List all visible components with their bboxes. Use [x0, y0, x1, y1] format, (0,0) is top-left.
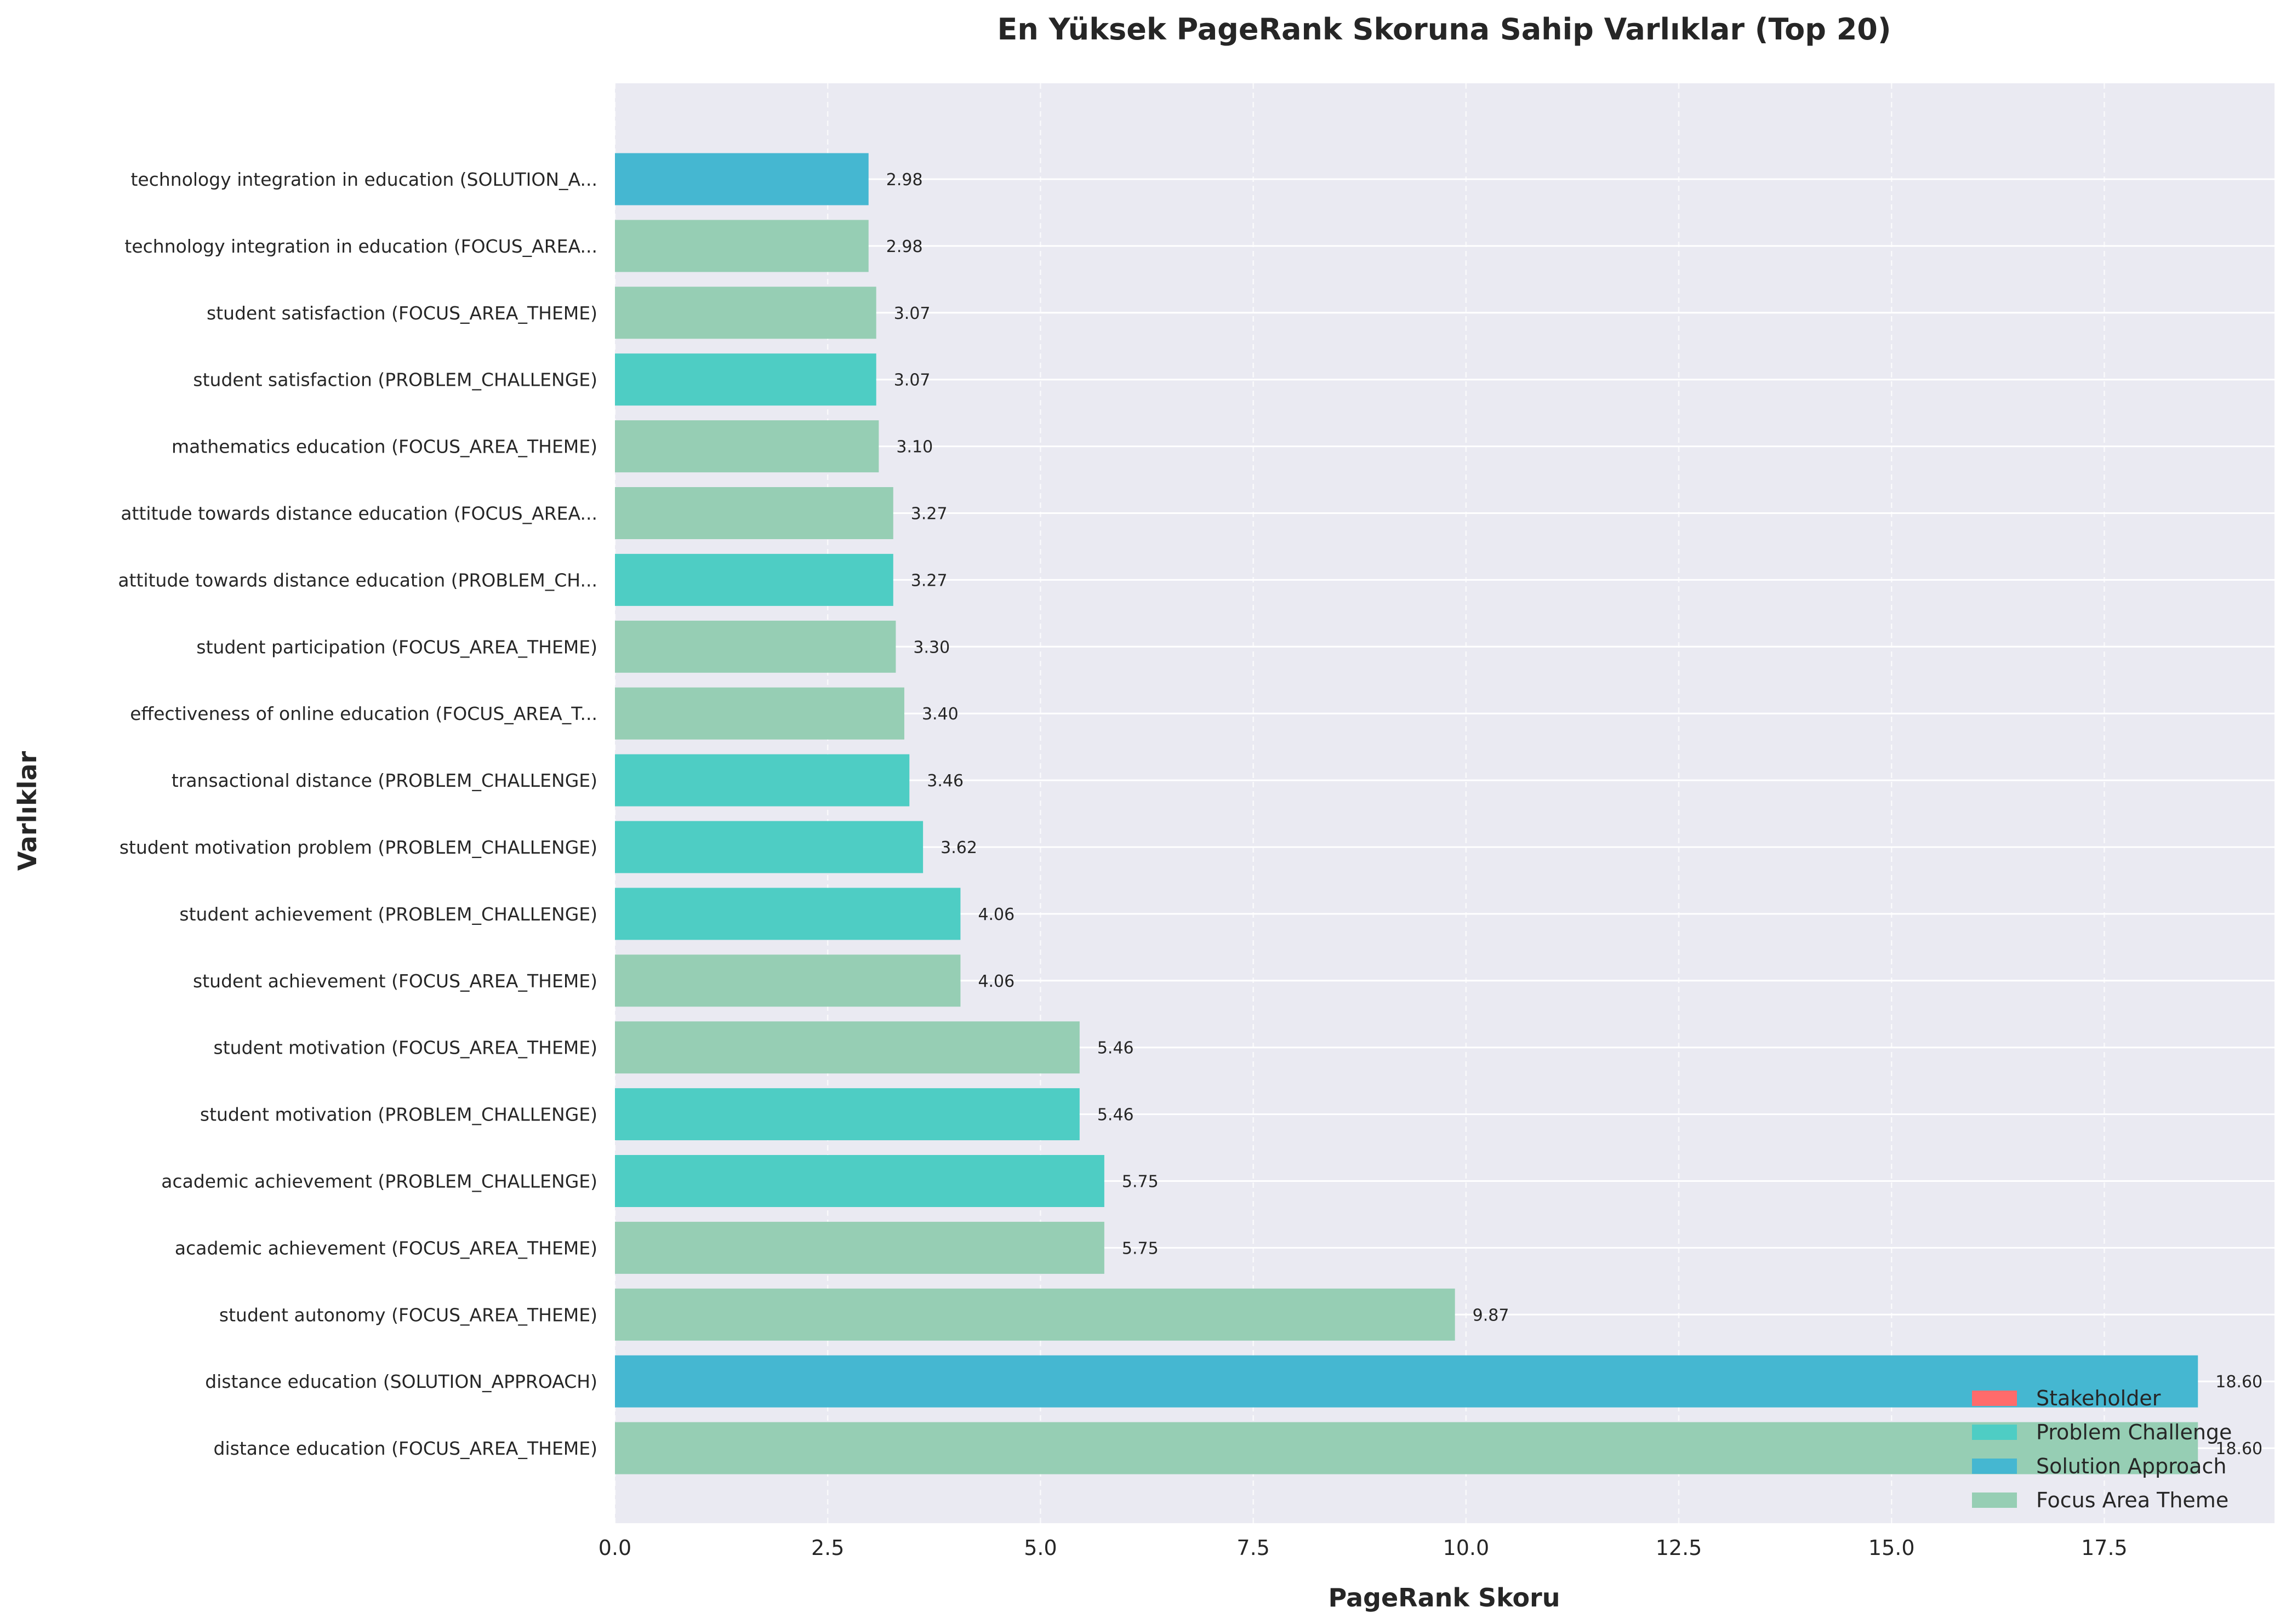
- x-axis-label: PageRank Skoru: [1329, 1583, 1560, 1612]
- legend-label: Solution Approach: [2036, 1454, 2226, 1478]
- bar[interactable]: [615, 888, 961, 940]
- bar-value-label: 18.60: [2215, 1439, 2262, 1459]
- bar-value-label: 4.06: [978, 972, 1014, 991]
- y-tick-label: distance education (SOLUTION_APPROACH): [205, 1371, 597, 1392]
- x-tick-label: 0.0: [598, 1536, 631, 1560]
- bar-value-label: 3.62: [941, 838, 977, 857]
- y-tick-label: student participation (FOCUS_AREA_THEME): [196, 636, 597, 657]
- bar-value-label: 3.30: [913, 638, 950, 657]
- bar[interactable]: [615, 287, 876, 339]
- y-tick-label: academic achievement (PROBLEM_CHALLENGE): [161, 1171, 597, 1192]
- bar-value-label: 5.75: [1122, 1173, 1159, 1192]
- bar[interactable]: [615, 1221, 1104, 1274]
- x-tick-label: 7.5: [1236, 1536, 1269, 1560]
- y-tick-label: student autonomy (FOCUS_AREA_THEME): [219, 1304, 597, 1325]
- bar-value-label: 5.75: [1122, 1239, 1159, 1258]
- y-tick-label: attitude towards distance education (PRO…: [118, 569, 597, 591]
- bar[interactable]: [615, 1155, 1104, 1207]
- bar-value-label: 3.27: [911, 505, 948, 524]
- y-tick-label: distance education (FOCUS_AREA_THEME): [214, 1438, 597, 1459]
- bar-value-label: 3.27: [911, 571, 948, 590]
- bar[interactable]: [615, 620, 896, 673]
- bar-value-label: 3.07: [894, 371, 931, 390]
- legend-label: Problem Challenge: [2036, 1420, 2232, 1444]
- legend-label: Focus Area Theme: [2036, 1488, 2228, 1512]
- bar-value-label: 3.40: [922, 705, 959, 724]
- x-tick-label: 15.0: [1868, 1536, 1915, 1560]
- y-tick-label: student achievement (FOCUS_AREA_THEME): [193, 970, 597, 992]
- bar[interactable]: [615, 553, 893, 606]
- bar[interactable]: [615, 153, 869, 205]
- legend-swatch: [1972, 1493, 2017, 1508]
- bar[interactable]: [615, 821, 924, 873]
- y-tick-label: academic achievement (FOCUS_AREA_THEME): [175, 1237, 597, 1259]
- bar[interactable]: [615, 1088, 1080, 1141]
- bar[interactable]: [615, 954, 961, 1007]
- bar-value-label: 5.46: [1097, 1106, 1134, 1125]
- x-tick-label: 5.0: [1024, 1536, 1057, 1560]
- bar[interactable]: [615, 1288, 1455, 1341]
- y-tick-label: technology integration in education (SOL…: [130, 169, 597, 190]
- y-tick-label: student achievement (PROBLEM_CHALLENGE): [179, 904, 597, 925]
- bar-value-label: 5.46: [1097, 1039, 1134, 1058]
- bar[interactable]: [615, 220, 869, 272]
- bar[interactable]: [615, 487, 893, 539]
- y-tick-label: transactional distance (PROBLEM_CHALLENG…: [172, 770, 597, 791]
- bar-value-label: 18.60: [2215, 1373, 2262, 1392]
- bar[interactable]: [615, 1021, 1080, 1074]
- bar[interactable]: [615, 687, 904, 740]
- bar-value-label: 9.87: [1473, 1306, 1509, 1325]
- bar[interactable]: [615, 420, 879, 473]
- y-tick-label: attitude towards distance education (FOC…: [121, 503, 597, 524]
- legend-swatch: [1972, 1425, 2017, 1440]
- x-tick-label: 2.5: [811, 1536, 844, 1560]
- legend-swatch: [1972, 1459, 2017, 1474]
- bar[interactable]: [615, 1422, 2198, 1474]
- bar-value-label: 4.06: [978, 905, 1014, 924]
- legend-swatch: [1972, 1391, 2017, 1406]
- legend-label: Stakeholder: [2036, 1386, 2161, 1410]
- chart-title: En Yüksek PageRank Skoruna Sahip Varlıkl…: [997, 12, 1891, 47]
- bar[interactable]: [615, 754, 910, 807]
- y-tick-label: student motivation (PROBLEM_CHALLENGE): [200, 1104, 597, 1125]
- bar-value-label: 2.98: [886, 237, 923, 256]
- bar-value-label: 3.10: [896, 438, 933, 457]
- y-tick-label: student satisfaction (PROBLEM_CHALLENGE): [193, 369, 597, 391]
- y-tick-label: effectiveness of online education (FOCUS…: [130, 703, 597, 724]
- x-tick-label: 17.5: [2081, 1536, 2128, 1560]
- x-tick-label: 12.5: [1656, 1536, 1702, 1560]
- y-tick-label: mathematics education (FOCUS_AREA_THEME): [172, 436, 597, 458]
- bar[interactable]: [615, 353, 876, 406]
- y-tick-label: student motivation (FOCUS_AREA_THEME): [214, 1037, 597, 1059]
- bar-value-label: 3.07: [894, 304, 931, 323]
- bar-value-label: 2.98: [886, 170, 923, 190]
- y-tick-label: student motivation problem (PROBLEM_CHAL…: [119, 837, 597, 858]
- bar[interactable]: [615, 1355, 2198, 1408]
- y-tick-label: student satisfaction (FOCUS_AREA_THEME): [207, 302, 597, 324]
- y-axis-label: Varlıklar: [13, 751, 42, 871]
- bar-value-label: 3.46: [927, 771, 964, 791]
- y-tick-label: technology integration in education (FOC…: [124, 236, 597, 257]
- x-tick-label: 10.0: [1443, 1536, 1490, 1560]
